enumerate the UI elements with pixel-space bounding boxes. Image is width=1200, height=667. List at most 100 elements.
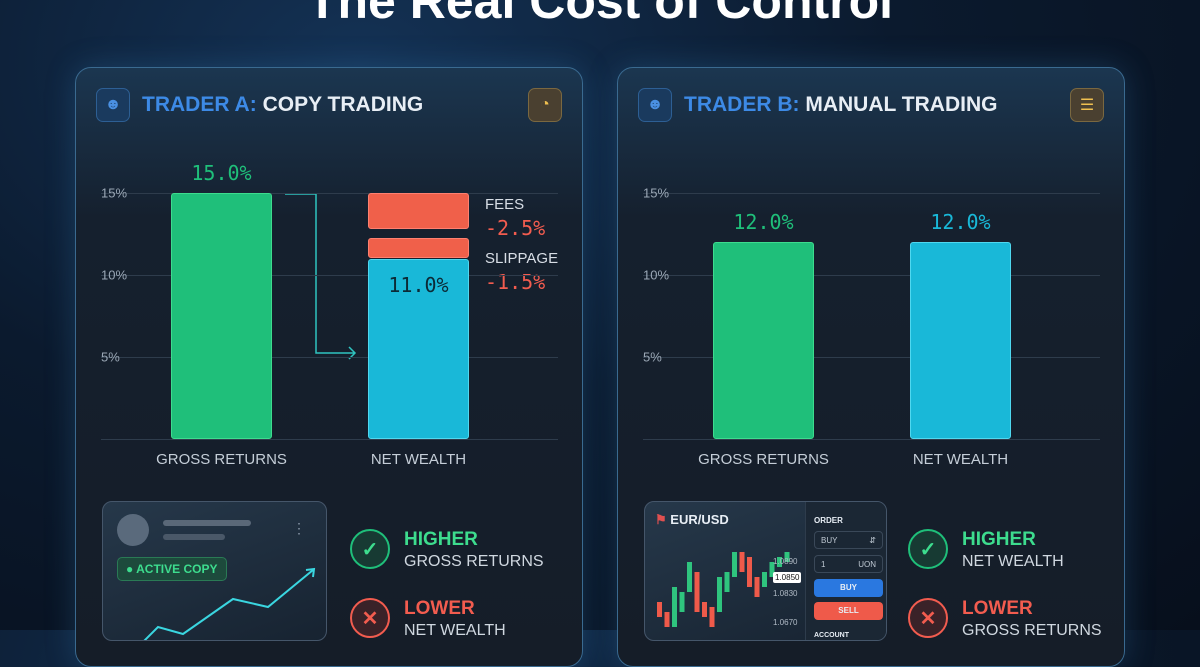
user-icon: ☻ xyxy=(638,88,672,122)
trader-label: TRADER B: xyxy=(684,93,800,116)
candle xyxy=(717,577,722,612)
price-tick: 1.0670 xyxy=(773,618,798,627)
gridline xyxy=(643,193,1100,194)
unit-label: UON xyxy=(858,560,876,569)
candle xyxy=(747,557,752,587)
pair-text: EUR/USD xyxy=(670,512,729,527)
manual-trading-card: ⚑ EUR/USD 1.0890 1.0850 1.0830 1.0670 OR… xyxy=(644,501,887,641)
page-title: The Real Cost of Control xyxy=(306,0,894,29)
gridline xyxy=(101,193,558,194)
pie-chart-icon: ◔ xyxy=(528,88,562,122)
candle xyxy=(694,572,700,612)
y-tick-label: 5% xyxy=(643,349,662,365)
candle xyxy=(739,552,745,572)
sell-button[interactable]: SELL xyxy=(814,602,883,620)
panel-title: TRADER B: MANUAL TRADING xyxy=(684,93,997,117)
x-icon: ✕ xyxy=(350,598,390,638)
price-axis: 1.0890 1.0850 1.0830 1.0670 xyxy=(773,556,802,628)
slippage-label: SLIPPAGE xyxy=(485,250,559,267)
candle xyxy=(777,557,782,567)
trader-label: TRADER A: xyxy=(142,93,257,116)
candle xyxy=(784,552,790,562)
quantity-input[interactable]: 1 UON xyxy=(814,555,883,573)
value-label: 15.0% xyxy=(191,161,252,185)
gridline xyxy=(101,357,558,358)
baseline-gridline xyxy=(643,439,1100,440)
deduction-bar-slippage xyxy=(368,238,469,258)
flag-icon: ⚑ xyxy=(655,512,667,527)
callout-higher: ✓ HIGHER NET WEALTH xyxy=(908,529,1064,573)
side-select[interactable]: BUY ⇵ xyxy=(814,531,883,549)
strategy-label: COPY TRADING xyxy=(262,93,424,116)
candle xyxy=(664,612,670,627)
layers-icon: ☰ xyxy=(1070,88,1104,122)
price-tick: 1.0890 xyxy=(773,557,798,566)
fees-value: -2.5% xyxy=(485,216,546,240)
callout-text: NET WEALTH xyxy=(404,622,506,639)
candle xyxy=(657,602,662,617)
slippage-value: -1.5% xyxy=(485,270,546,294)
more-vertical-icon[interactable]: ⋮ xyxy=(292,520,306,536)
bar-net-wealth xyxy=(368,258,469,439)
y-tick-label: 10% xyxy=(643,267,670,283)
callout-text: GROSS RETURNS xyxy=(962,622,1102,639)
candle xyxy=(702,602,707,617)
order-panel: ORDER BUY ⇵ 1 UON BUY SELL ACCOUNT xyxy=(805,502,886,640)
price-tick: 1.0830 xyxy=(773,589,798,598)
candle xyxy=(679,592,685,612)
order-label: ORDER xyxy=(814,516,843,525)
account-label: ACCOUNT xyxy=(814,632,849,639)
gridline xyxy=(643,275,1100,276)
y-tick-label: 10% xyxy=(101,267,128,283)
candle xyxy=(762,572,767,587)
avatar xyxy=(117,514,149,546)
copy-trading-card: ⋮ ● ACTIVE COPY xyxy=(102,501,327,641)
category-label: NET WEALTH xyxy=(912,451,1009,468)
buy-button[interactable]: BUY xyxy=(814,579,883,597)
candle xyxy=(687,562,692,592)
trader-a-panel: ☻ TRADER A: COPY TRADING ◔ FEES -2.5% SL… xyxy=(75,67,583,667)
current-price: 1.0850 xyxy=(773,572,802,583)
callout-word: LOWER xyxy=(404,598,475,619)
gridline xyxy=(643,357,1100,358)
callout-text: GROSS RETURNS xyxy=(404,553,544,570)
callout-word: HIGHER xyxy=(404,529,478,550)
candle xyxy=(709,607,715,627)
trader-b-panel: ☻ TRADER B: MANUAL TRADING ☰ ⚑ EUR/USD 1… xyxy=(617,67,1125,667)
candle xyxy=(724,572,730,592)
bar-net-wealth xyxy=(910,242,1011,439)
gridline xyxy=(101,275,558,276)
check-icon: ✓ xyxy=(350,529,390,569)
fees-label: FEES xyxy=(485,196,525,213)
strategy-label: MANUAL TRADING xyxy=(805,93,998,116)
user-icon: ☻ xyxy=(96,88,130,122)
category-label: GROSS RETURNS xyxy=(698,451,829,468)
y-tick-label: 15% xyxy=(643,185,670,201)
bar-gross-returns xyxy=(713,242,814,439)
callout-text: NET WEALTH xyxy=(962,553,1064,570)
category-label: NET WEALTH xyxy=(370,451,467,468)
baseline-gridline xyxy=(101,439,558,440)
y-tick-label: 15% xyxy=(101,185,128,201)
growth-line-chart xyxy=(143,567,316,640)
badge-text: ACTIVE COPY xyxy=(136,562,218,576)
deduction-bar-fees xyxy=(368,193,469,229)
callout-lower: ✕ LOWER GROSS RETURNS xyxy=(908,598,1102,642)
x-icon: ✕ xyxy=(908,598,948,638)
pair-label: ⚑ EUR/USD xyxy=(655,512,729,528)
candle xyxy=(769,562,775,577)
value-label: 11.0% xyxy=(388,272,449,297)
candle xyxy=(732,552,737,577)
panel-title: TRADER A: COPY TRADING xyxy=(142,93,423,117)
category-label: GROSS RETURNS xyxy=(156,451,287,468)
value-label: 12.0% xyxy=(930,210,991,235)
candle xyxy=(672,587,677,627)
y-tick-label: 5% xyxy=(101,349,120,365)
check-icon: ✓ xyxy=(908,529,948,569)
callout-word: HIGHER xyxy=(962,529,1036,550)
value-label: 12.0% xyxy=(733,210,794,235)
side-value: BUY xyxy=(821,536,838,545)
callout-word: LOWER xyxy=(962,598,1033,619)
callout-higher: ✓ HIGHER GROSS RETURNS xyxy=(350,529,544,573)
candle xyxy=(754,577,760,597)
